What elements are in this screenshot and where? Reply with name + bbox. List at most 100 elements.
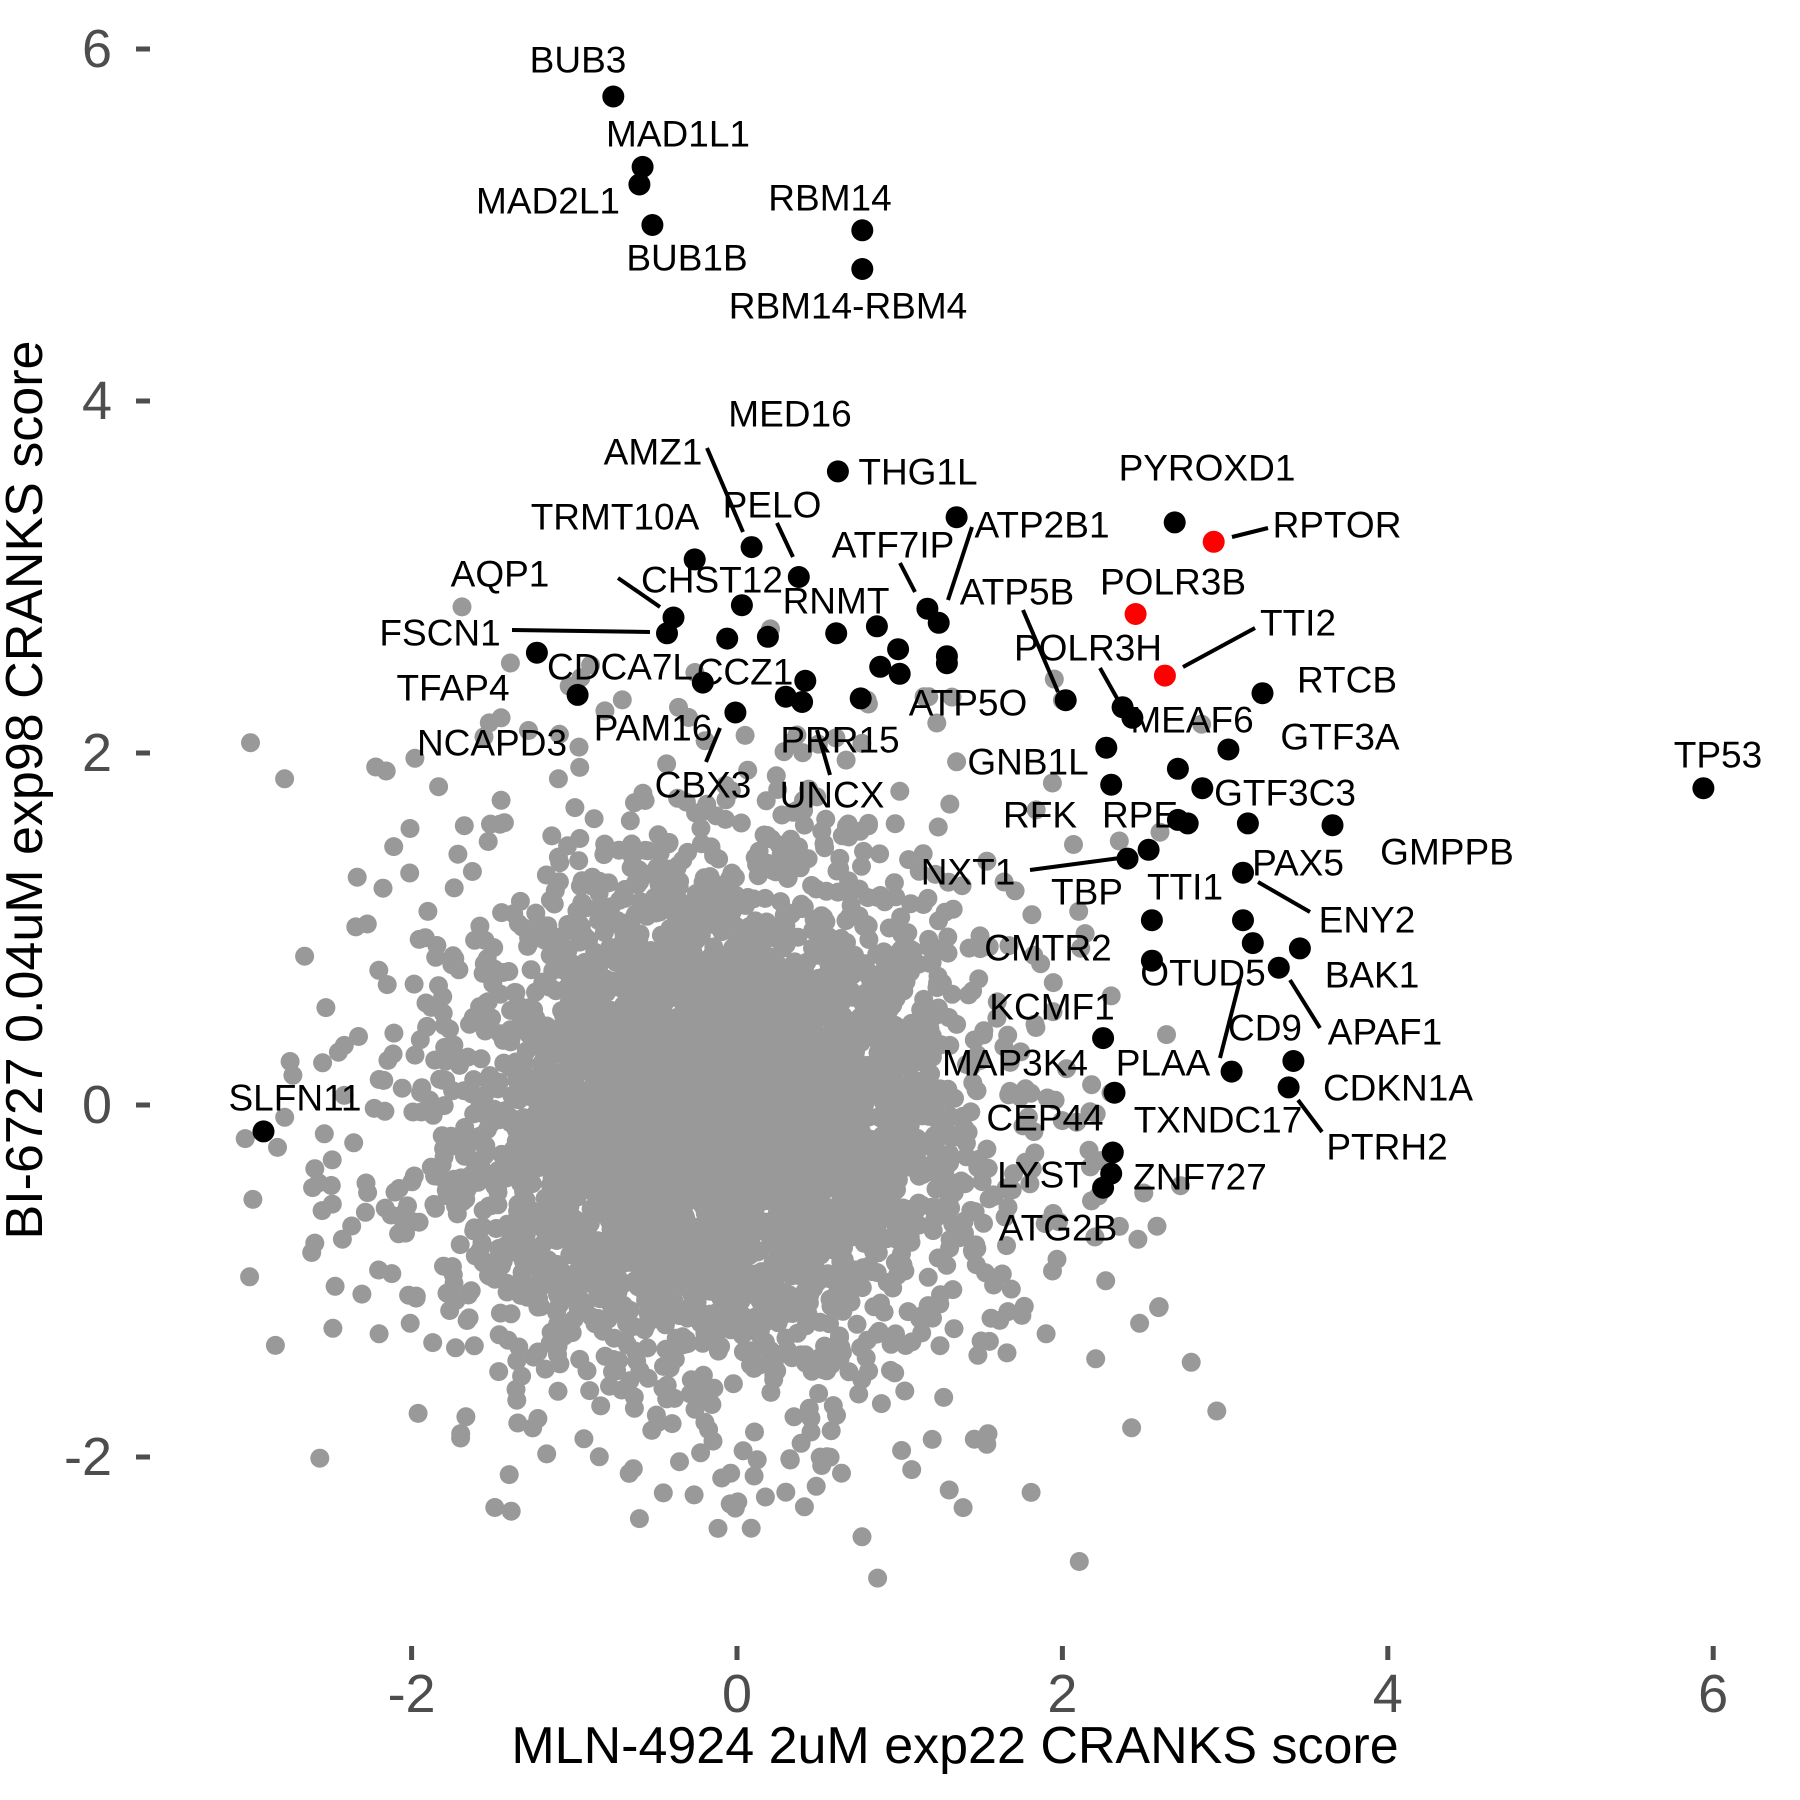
background-point bbox=[601, 1193, 621, 1213]
background-point bbox=[935, 902, 955, 922]
background-point bbox=[898, 1302, 918, 1322]
gene-point-bub3 bbox=[602, 85, 625, 108]
background-point bbox=[799, 1398, 819, 1418]
background-point bbox=[776, 1482, 796, 1502]
gene-label-tbp: TBP bbox=[1051, 872, 1123, 913]
background-point bbox=[1069, 1552, 1089, 1571]
background-point bbox=[519, 721, 538, 740]
background-point bbox=[743, 1095, 763, 1115]
background-point bbox=[352, 1284, 372, 1304]
background-point bbox=[939, 1480, 959, 1500]
background-point bbox=[950, 1228, 970, 1248]
background-point bbox=[720, 1196, 740, 1216]
background-point bbox=[738, 760, 758, 780]
background-point bbox=[1013, 1116, 1033, 1136]
background-point bbox=[984, 1275, 1004, 1295]
background-point bbox=[582, 876, 602, 896]
background-point bbox=[460, 1014, 479, 1034]
background-point bbox=[725, 1498, 745, 1518]
background-point bbox=[828, 1050, 848, 1070]
background-point bbox=[711, 1312, 731, 1332]
background-point bbox=[902, 1460, 922, 1480]
gene-point-rpe bbox=[1166, 808, 1189, 831]
gene-point bbox=[756, 625, 779, 648]
background-point bbox=[389, 1224, 409, 1244]
background-point bbox=[764, 1370, 784, 1389]
gene-label-rbm14: RBM14 bbox=[768, 178, 891, 219]
background-point bbox=[741, 1518, 761, 1538]
gene-label-gtf3a: GTF3A bbox=[1280, 717, 1400, 758]
background-point bbox=[295, 946, 315, 966]
y-tick-label: 2 bbox=[82, 723, 112, 783]
background-point bbox=[757, 1116, 777, 1136]
background-point bbox=[520, 1149, 539, 1169]
background-point bbox=[809, 1003, 829, 1023]
y-tick-label: 0 bbox=[82, 1075, 112, 1135]
background-point bbox=[738, 998, 758, 1018]
gene-label-atg2b: ATG2B bbox=[999, 1208, 1118, 1249]
background-point bbox=[484, 938, 504, 958]
gene-point-rnmt bbox=[865, 615, 888, 638]
background-point bbox=[916, 1054, 935, 1074]
background-point bbox=[599, 873, 618, 893]
background-point bbox=[779, 1082, 798, 1102]
background-point bbox=[708, 1518, 728, 1538]
gene-point-thg1l bbox=[826, 460, 849, 483]
background-point bbox=[478, 992, 498, 1012]
background-point bbox=[421, 1157, 441, 1177]
background-point bbox=[743, 976, 763, 996]
gene-label-nxt1: NXT1 bbox=[921, 852, 1016, 893]
background-point bbox=[442, 1257, 462, 1277]
background-point bbox=[614, 1305, 634, 1325]
background-point bbox=[384, 837, 404, 857]
background-point bbox=[275, 1107, 295, 1127]
background-point bbox=[551, 927, 571, 947]
background-point bbox=[627, 1043, 646, 1063]
background-point bbox=[839, 827, 859, 847]
gene-point-slfn11 bbox=[252, 1120, 275, 1143]
background-point bbox=[770, 1217, 790, 1237]
background-point bbox=[695, 1090, 715, 1110]
gene-point-tp53 bbox=[1692, 777, 1715, 800]
background-point bbox=[539, 1122, 559, 1142]
background-point bbox=[491, 708, 511, 728]
background-point bbox=[882, 1057, 902, 1077]
background-point bbox=[451, 1049, 470, 1069]
background-point bbox=[501, 1000, 521, 1020]
background-point bbox=[405, 1045, 425, 1065]
background-point bbox=[669, 697, 688, 717]
gene-label-uncx: UNCX bbox=[780, 775, 885, 816]
background-point bbox=[456, 1407, 476, 1427]
background-point bbox=[571, 1035, 591, 1054]
background-point bbox=[818, 1264, 838, 1284]
gene-label-cdca7l: CDCA7L bbox=[547, 647, 693, 688]
background-point bbox=[777, 1340, 797, 1360]
background-point bbox=[576, 898, 596, 918]
background-point bbox=[736, 1079, 756, 1099]
background-point bbox=[429, 777, 449, 797]
background-point bbox=[867, 1082, 887, 1102]
background-point bbox=[997, 1236, 1016, 1256]
background-point bbox=[885, 814, 905, 834]
gene-label-ncapd3: NCAPD3 bbox=[417, 723, 567, 764]
background-point bbox=[843, 1227, 863, 1247]
background-point bbox=[744, 1466, 764, 1486]
background-point bbox=[714, 1014, 734, 1034]
background-point bbox=[997, 1343, 1017, 1363]
gene-label-atp5b: ATP5B bbox=[960, 572, 1074, 613]
background-point bbox=[375, 1198, 395, 1218]
background-point bbox=[608, 1147, 628, 1167]
x-tick-label: 6 bbox=[1698, 1664, 1728, 1724]
background-point bbox=[403, 1102, 423, 1122]
background-point bbox=[1149, 1298, 1169, 1318]
background-point bbox=[464, 1104, 484, 1124]
background-point bbox=[653, 980, 673, 1000]
background-point bbox=[545, 1104, 565, 1124]
background-point bbox=[1002, 1180, 1022, 1200]
background-point bbox=[1171, 1176, 1190, 1196]
background-point bbox=[718, 889, 738, 909]
leader-line-eny2 bbox=[1257, 880, 1311, 914]
gene-label-fscn1: FSCN1 bbox=[379, 613, 500, 654]
background-point bbox=[1011, 1042, 1031, 1062]
background-point bbox=[653, 860, 673, 880]
